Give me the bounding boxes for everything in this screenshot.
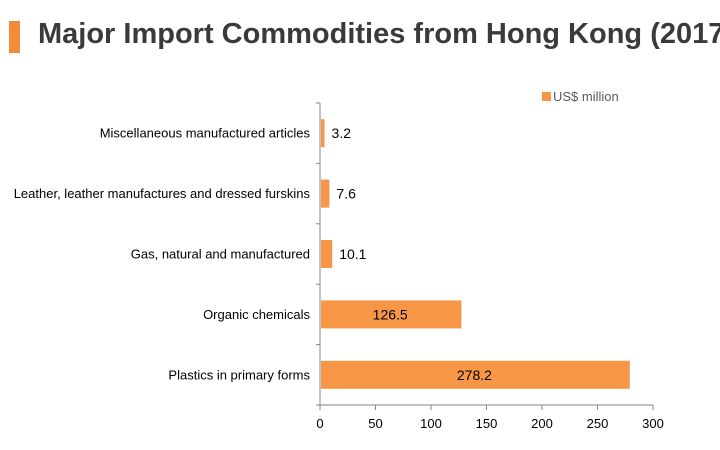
y-category-label: Gas, natural and manufactured [131, 247, 310, 262]
x-tick-label: 300 [642, 416, 664, 431]
y-category-label: Miscellaneous manufactured articles [100, 126, 311, 141]
data-label: 278.2 [457, 367, 492, 383]
x-tick-label: 250 [587, 416, 609, 431]
data-label: 10.1 [339, 246, 366, 262]
data-label: 126.5 [373, 306, 408, 322]
bar [321, 179, 330, 208]
bar [321, 240, 333, 268]
data-label: 7.6 [336, 186, 356, 202]
bar [321, 300, 462, 329]
y-category-label: Plastics in primary forms [168, 367, 310, 382]
x-tick-label: 100 [420, 416, 442, 431]
legend-label: US$ million [553, 89, 619, 104]
x-tick-label: 150 [476, 416, 498, 431]
y-category-label: Organic chemicals [203, 307, 310, 322]
legend-swatch [542, 92, 551, 101]
data-label: 3.2 [332, 125, 352, 141]
bar [321, 119, 325, 148]
chart-title: Major Import Commodities from Hong Kong … [38, 18, 720, 50]
title-accent-bar [9, 21, 20, 53]
y-category-label: Leather, leather manufactures and dresse… [14, 186, 311, 201]
x-tick-label: 50 [368, 416, 382, 431]
x-tick-label: 200 [531, 416, 553, 431]
x-tick-label: 0 [316, 416, 323, 431]
bar [321, 360, 630, 389]
